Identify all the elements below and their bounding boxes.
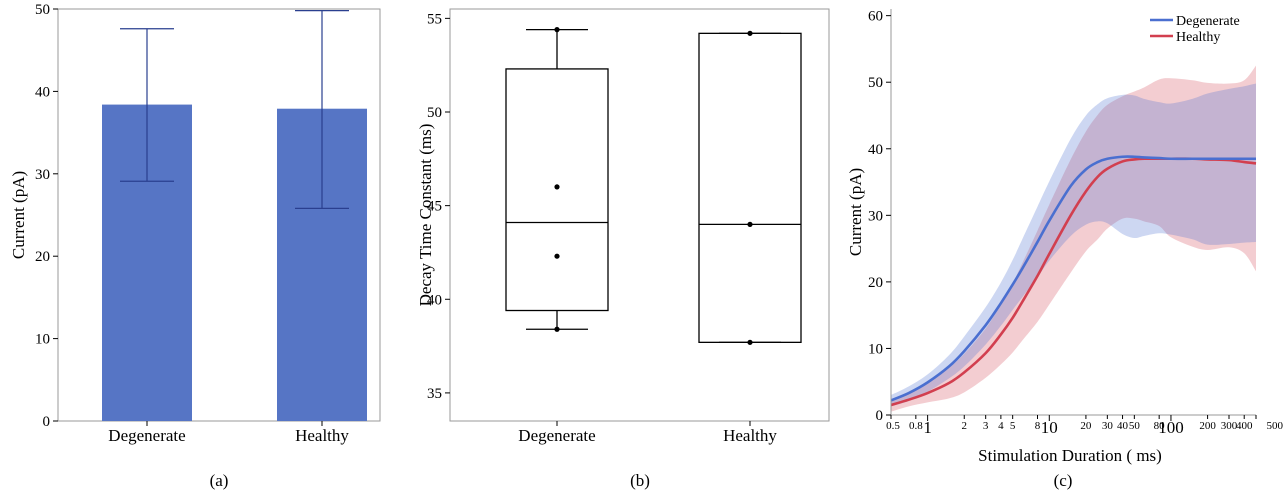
legend-healthy-label: Healthy (1176, 30, 1220, 45)
legend-degenerate-label: Degenerate (1176, 14, 1240, 29)
panel-c-legend: Degenerate Healthy (1150, 14, 1240, 45)
y-tick-label: 30 (868, 208, 883, 224)
panel-c-y-ticks: 0 10 20 30 40 50 60 (868, 9, 891, 424)
panel-b-marks (505, 27, 802, 345)
x-tick-label: 500 (1267, 420, 1283, 432)
x-tick-label: 3 (983, 420, 989, 432)
y-tick-label: 10 (868, 341, 883, 357)
x-tick-label: 20 (1080, 420, 1092, 432)
y-tick-label: 30 (35, 167, 50, 183)
x-tick-label: 400 (1236, 420, 1253, 432)
category-label-degenerate: Degenerate (108, 426, 185, 445)
confidence-band-healthy (891, 65, 1256, 412)
panel-b-categories: Degenerate Healthy (518, 421, 777, 445)
y-tick-label: 20 (868, 275, 883, 291)
x-tick-label: 0.5 (886, 420, 900, 432)
data-point (747, 221, 753, 227)
data-point (554, 253, 560, 259)
panel-c-y-axis-title: Current (pA) (846, 168, 865, 256)
panel-a-caption: (a) (210, 471, 229, 490)
data-point (554, 27, 560, 33)
x-tick-label: 5 (1010, 420, 1016, 432)
y-tick-label: 45 (427, 199, 442, 215)
y-tick-label: 60 (868, 9, 883, 25)
x-tick-label: 200 (1199, 420, 1216, 432)
panel-c-x-axis-title: Stimulation Duration ( ms) (978, 446, 1162, 465)
series-line-degenerate (890, 155, 1256, 402)
x-tick-label: 100 (1158, 418, 1184, 437)
panel-c-lines (890, 155, 1257, 407)
data-point (554, 184, 560, 190)
panel-a: 0 10 20 30 40 50 Degenerate Healthy Current (p… (9, 2, 381, 490)
y-tick-label: 50 (868, 75, 883, 91)
y-tick-label: 20 (35, 249, 50, 265)
panel-b-frame (449, 8, 830, 422)
x-tick-label: 8 (1035, 420, 1041, 432)
y-tick-label: 0 (43, 414, 51, 430)
y-tick-label: 35 (427, 386, 442, 402)
x-tick-label: 4 (998, 420, 1004, 432)
confidence-band-degenerate (891, 83, 1256, 407)
x-tick-label: 2 (962, 420, 968, 432)
data-point (554, 326, 560, 332)
panel-a-y-ticks: 0 10 20 30 40 50 (35, 2, 58, 430)
category-label-healthy: Healthy (295, 426, 349, 445)
y-tick-label: 55 (427, 11, 442, 27)
error-bar-degenerate (120, 28, 174, 182)
data-point (747, 30, 753, 36)
panel-b-y-ticks: 35 40 45 50 55 (427, 11, 450, 402)
box-healthy (698, 32, 802, 343)
box-body (698, 32, 802, 343)
panel-b-y-axis-title: Decay Time Constant (ms) (416, 124, 435, 307)
panel-c-caption: (c) (1054, 471, 1073, 490)
panel-b-caption: (b) (630, 471, 650, 490)
x-tick-label: 30 (1102, 420, 1114, 432)
panel-a-y-axis-title: Current (pA) (9, 171, 28, 259)
box-body (505, 68, 609, 312)
x-tick-label: 1 (923, 418, 932, 437)
data-point (747, 339, 753, 345)
error-bar-healthy (295, 10, 349, 210)
panel-a-categories: Degenerate Healthy (108, 421, 349, 445)
x-tick-label: 0.8 (909, 420, 923, 432)
x-tick-label: 300 (1221, 420, 1238, 432)
y-tick-label: 10 (35, 332, 50, 348)
x-tick-label: 50 (1129, 420, 1141, 432)
x-tick-label: 40 (1117, 420, 1129, 432)
y-tick-label: 40 (427, 292, 442, 308)
category-label-healthy: Healthy (723, 426, 777, 445)
category-label-degenerate: Degenerate (518, 426, 595, 445)
x-tick-label: 80 (1154, 420, 1166, 432)
panel-a-frame (57, 8, 381, 422)
box-degenerate (505, 28, 609, 330)
y-tick-label: 40 (868, 142, 883, 158)
y-tick-label: 50 (35, 2, 50, 18)
y-tick-label: 0 (876, 408, 884, 424)
panel-b: 35 40 45 50 55 Degenerate Healthy Decay Time … (416, 8, 830, 490)
y-tick-label: 50 (427, 105, 442, 121)
panel-a-marks (102, 10, 367, 422)
y-tick-label: 40 (35, 84, 50, 100)
panel-c-bands (891, 65, 1256, 412)
x-tick-label: 10 (1041, 418, 1058, 437)
